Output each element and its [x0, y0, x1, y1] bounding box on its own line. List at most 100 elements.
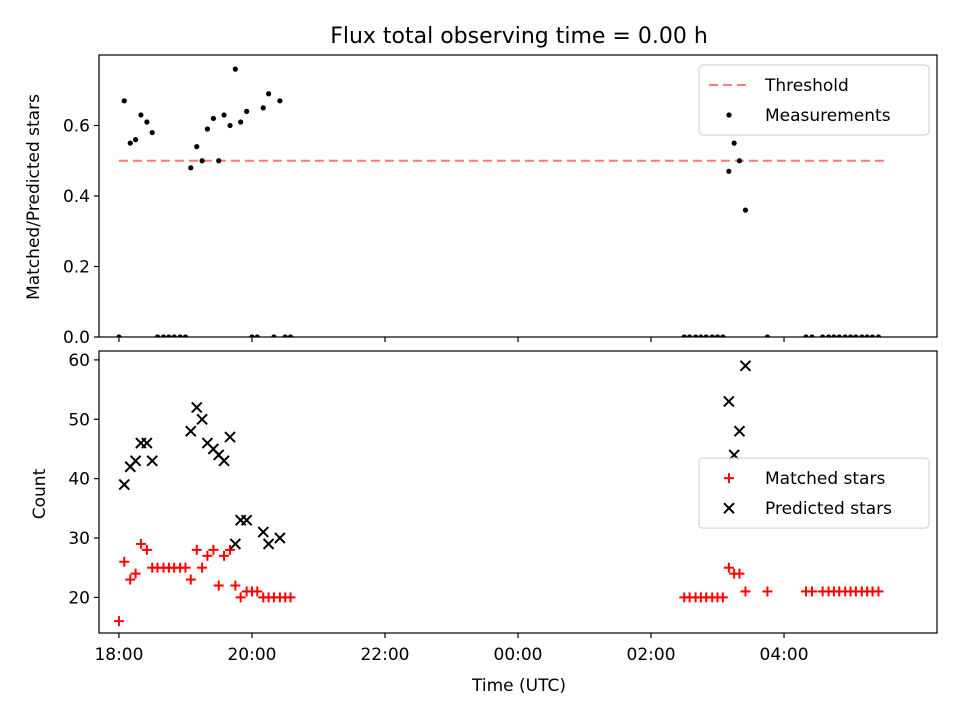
- data-point: [287, 334, 294, 337]
- data-point: [229, 538, 242, 550]
- data-point: [282, 334, 288, 337]
- data-point: [141, 437, 153, 449]
- data-point: [191, 401, 203, 414]
- data-point: [219, 550, 230, 561]
- data-point: [113, 616, 124, 627]
- data-point: [686, 334, 693, 337]
- data-point: [204, 126, 211, 132]
- data-point: [244, 108, 250, 114]
- data-point: [809, 334, 815, 337]
- data-point: [703, 334, 709, 337]
- data-point: [252, 586, 263, 597]
- legend-label: Measurements: [765, 106, 891, 126]
- data-point: [731, 140, 737, 146]
- data-point: [213, 580, 224, 591]
- data-point: [853, 334, 859, 337]
- plot-area: [116, 66, 888, 337]
- data-point-b: [196, 413, 208, 425]
- data-point: [127, 140, 133, 146]
- data-point-b: [274, 532, 286, 544]
- top-y-axis-label: Matched/Predicted stars: [24, 94, 44, 300]
- data-point-b: [723, 395, 735, 408]
- data-point: [717, 592, 728, 603]
- y-tick-label: 30: [68, 529, 90, 549]
- series-measurements: [116, 66, 882, 337]
- y-tick-label: 60: [68, 351, 90, 371]
- data-point: [221, 112, 227, 118]
- data-point-b: [262, 538, 275, 550]
- data-point: [149, 129, 155, 136]
- y-tick-label: 0.4: [63, 187, 90, 207]
- data-point-b: [146, 455, 158, 467]
- data-point: [734, 568, 745, 579]
- data-point: [218, 455, 230, 467]
- data-point: [762, 586, 773, 597]
- data-point: [262, 538, 275, 550]
- legend-box: [698, 64, 930, 136]
- data-point: [277, 98, 283, 104]
- data-point: [740, 586, 751, 597]
- data-point: [723, 562, 734, 573]
- data-point: [119, 556, 130, 567]
- data-point-b: [185, 425, 197, 437]
- legend-item: Threshold: [709, 76, 849, 96]
- data-point-b: [733, 425, 746, 437]
- data-point: [681, 334, 687, 337]
- data-point: [875, 334, 882, 337]
- data-point: [194, 144, 200, 150]
- data-point-b: [739, 360, 752, 372]
- data-point: [692, 334, 699, 337]
- data-point: [709, 334, 715, 337]
- data-point: [180, 562, 191, 573]
- data-point: [825, 334, 832, 337]
- data-point: [235, 592, 246, 603]
- data-point: [196, 413, 208, 425]
- data-point: [116, 334, 122, 337]
- data-point: [191, 544, 202, 555]
- data-point: [254, 334, 260, 337]
- data-point-b: [201, 437, 214, 449]
- data-point: [224, 431, 236, 443]
- data-point: [199, 158, 205, 164]
- data-point: [208, 544, 219, 555]
- data-point: [225, 544, 236, 555]
- legend-swatch: [724, 473, 734, 484]
- data-point: [806, 586, 817, 597]
- legend-label: Predicted stars: [765, 499, 892, 519]
- data-point-b: [218, 455, 230, 467]
- data-point: [177, 334, 183, 337]
- data-point: [742, 207, 749, 213]
- legend-box: [698, 457, 930, 529]
- legend-label: Threshold: [764, 76, 849, 96]
- data-point: [129, 455, 142, 467]
- legend: Threshold Measurements: [698, 64, 930, 136]
- data-point: [232, 66, 238, 72]
- series-matched-stars: [113, 538, 884, 627]
- x-tick-label: 02:00: [627, 645, 676, 665]
- data-point: [271, 334, 277, 337]
- data-point-b: [207, 443, 220, 455]
- data-point: [803, 334, 809, 337]
- data-point: [185, 574, 196, 585]
- data-point: [154, 334, 161, 337]
- data-point-b: [213, 449, 225, 461]
- data-point: [138, 112, 144, 118]
- data-point: [121, 98, 127, 104]
- data-point: [859, 334, 865, 337]
- legend-item: Matched stars: [724, 469, 885, 489]
- data-point: [260, 105, 266, 111]
- data-point: [135, 538, 146, 549]
- y-tick-label: 40: [68, 470, 90, 490]
- y-tick-label: 0.0: [63, 328, 90, 348]
- chart-title: Flux total observing time = 0.00 h: [330, 24, 708, 49]
- data-point: [197, 562, 208, 573]
- x-tick-label: 20:00: [227, 645, 276, 665]
- data-point: [230, 580, 241, 591]
- y-tick-label: 50: [68, 410, 90, 430]
- series-predicted-stars: [118, 360, 752, 550]
- data-point: [714, 334, 721, 337]
- data-point: [132, 137, 139, 143]
- data-point: [249, 334, 255, 337]
- data-point: [274, 532, 286, 544]
- legend-item: Measurements: [726, 106, 891, 126]
